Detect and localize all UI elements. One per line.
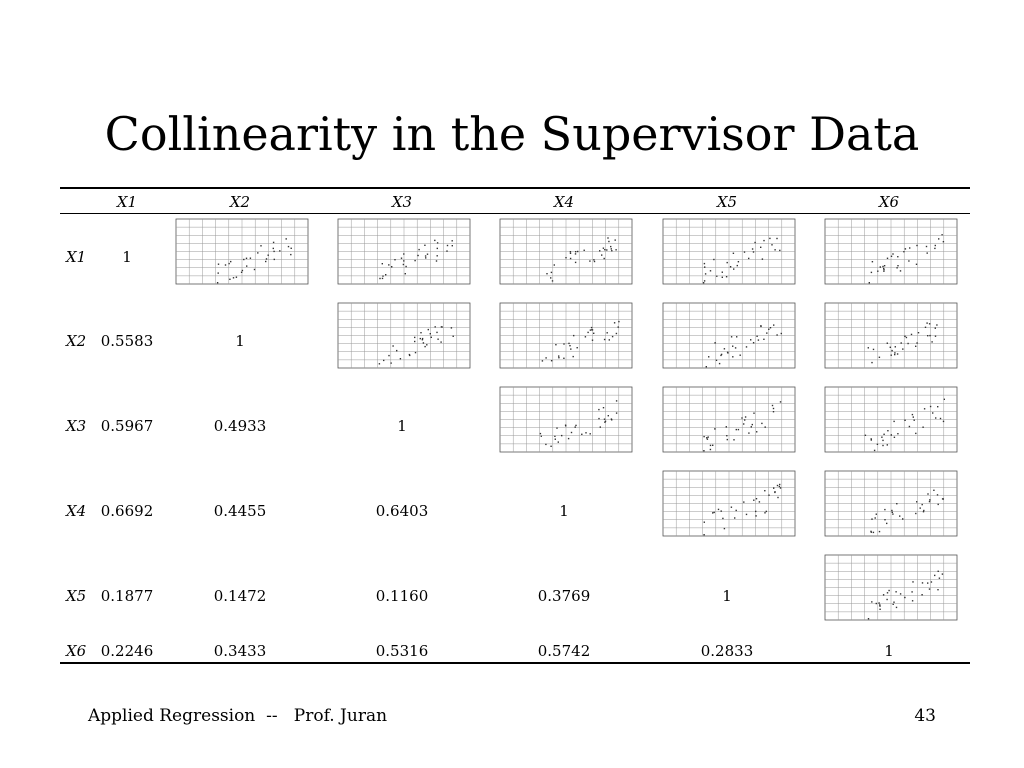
scatter-plot-thumbnail: [332, 301, 474, 376]
scatter-plot-thumbnail: [657, 469, 799, 544]
correlation-cell: 0.4455: [213, 502, 267, 520]
correlation-cell: 0.1472: [213, 587, 267, 605]
page-number: 43: [914, 706, 936, 726]
correlation-cell: 0.4933: [213, 417, 267, 435]
scatter-plot-thumbnail: [494, 217, 636, 292]
column-header-x1: X1: [116, 193, 138, 211]
row-label-x5: X5: [66, 587, 87, 605]
column-header-x6: X6: [878, 193, 900, 211]
row-label-x3: X3: [66, 417, 87, 435]
scatter-plot-thumbnail: [332, 217, 474, 292]
correlation-cell: 0.5967: [100, 417, 154, 435]
correlation-cell: 1: [122, 248, 132, 266]
correlation-cell: 0.5316: [375, 642, 429, 660]
row-label-x2: X2: [66, 332, 87, 350]
correlation-cell: 0.2833: [700, 642, 754, 660]
scatter-plot-thumbnail: [819, 469, 961, 544]
scatter-plot-thumbnail: [494, 385, 636, 460]
row-label-x4: X4: [66, 502, 87, 520]
scatter-plot-thumbnail: [494, 301, 636, 376]
column-header-x5: X5: [716, 193, 738, 211]
correlation-cell: 0.6403: [375, 502, 429, 520]
correlation-cell: 0.5583: [100, 332, 154, 350]
correlation-cell: 0.3433: [213, 642, 267, 660]
correlation-cell: 1: [559, 502, 569, 520]
scatter-plot-thumbnail: [819, 553, 961, 628]
scatter-plot-thumbnail: [170, 217, 312, 292]
table-top-rule: [60, 187, 970, 189]
scatter-plot-thumbnail: [819, 385, 961, 460]
scatter-plot-thumbnail: [819, 217, 961, 292]
scatter-plot-thumbnail: [657, 217, 799, 292]
scatter-plot-thumbnail: [819, 301, 961, 376]
row-label-x1: X1: [66, 248, 87, 266]
column-header-x4: X4: [553, 193, 575, 211]
correlation-cell: 0.1160: [375, 587, 429, 605]
correlation-cell: 0.5742: [537, 642, 591, 660]
correlation-cell: 1: [397, 417, 407, 435]
correlation-cell: 0.2246: [100, 642, 154, 660]
correlation-cell: 0.3769: [537, 587, 591, 605]
slide-title: Collinearity in the Supervisor Data: [104, 107, 920, 161]
row-label-x6: X6: [66, 642, 87, 660]
correlation-cell: 1: [722, 587, 732, 605]
correlation-cell: 1: [235, 332, 245, 350]
correlation-cell: 0.6692: [100, 502, 154, 520]
footer-course: Applied Regression -- Prof. Juran: [88, 706, 388, 726]
column-header-x2: X2: [229, 193, 251, 211]
scatter-plot-thumbnail: [657, 385, 799, 460]
table-header-rule: [60, 213, 970, 214]
table-bottom-rule: [60, 662, 970, 664]
correlation-cell: 1: [884, 642, 894, 660]
scatter-plot-thumbnail: [657, 301, 799, 376]
correlation-cell: 0.1877: [100, 587, 154, 605]
column-header-x3: X3: [391, 193, 413, 211]
